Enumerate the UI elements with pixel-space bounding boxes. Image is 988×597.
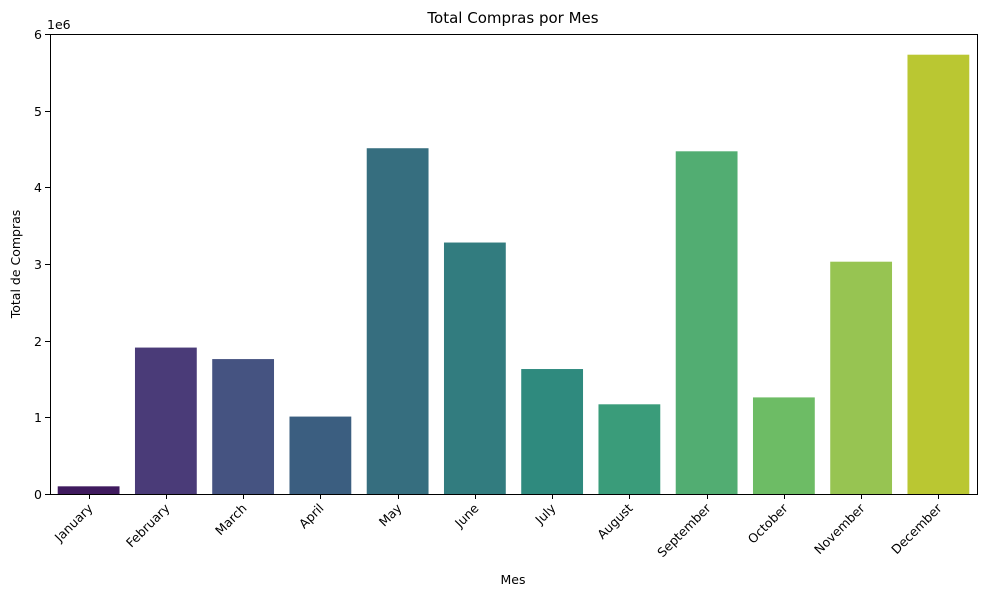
y-tick-label: 0 — [34, 487, 42, 502]
plot-frame — [50, 34, 978, 495]
bar-october — [752, 397, 815, 494]
x-tick-label: March — [212, 501, 250, 539]
axes-frame — [50, 34, 978, 495]
y-tick-label: 4 — [34, 180, 42, 195]
x-tick-label: January — [51, 500, 96, 545]
y-axis-label: Total de Compras — [8, 210, 23, 320]
chart-title: Total Compras por Mes — [426, 9, 598, 27]
bar-august — [598, 404, 661, 494]
bars-group — [57, 54, 970, 495]
x-tick-label: November — [811, 500, 868, 557]
y-tick-label: 6 — [34, 27, 42, 42]
y-tick-label: 2 — [34, 334, 42, 349]
x-axis: January February March April May June July Augu… — [51, 494, 945, 560]
x-tick-label: May — [376, 500, 405, 529]
bar-february — [134, 347, 197, 494]
x-tick-label: September — [654, 500, 714, 560]
bar-may — [366, 148, 429, 495]
bar-march — [212, 359, 275, 494]
bar-april — [289, 416, 352, 494]
x-tick-label: June — [451, 500, 482, 531]
bar-january — [57, 486, 120, 494]
x-tick-label: August — [594, 500, 636, 542]
bar-july — [521, 369, 584, 494]
bar-november — [830, 261, 893, 494]
y-tick-label: 1 — [34, 410, 42, 425]
bar-june — [443, 242, 506, 494]
x-tick-label: February — [123, 500, 173, 550]
y-offset-text: 1e6 — [47, 17, 71, 32]
y-tick-label: 5 — [34, 104, 42, 119]
x-tick-label: April — [296, 501, 327, 532]
bar-december — [907, 54, 970, 494]
y-axis: 0 1 2 3 4 5 6 — [34, 27, 50, 502]
bar-september — [675, 151, 738, 495]
x-axis-label: Mes — [501, 572, 526, 587]
x-tick-label: December — [888, 500, 945, 557]
x-tick-label: July — [531, 500, 559, 528]
y-tick-label: 3 — [34, 257, 42, 272]
x-tick-label: October — [745, 500, 792, 547]
